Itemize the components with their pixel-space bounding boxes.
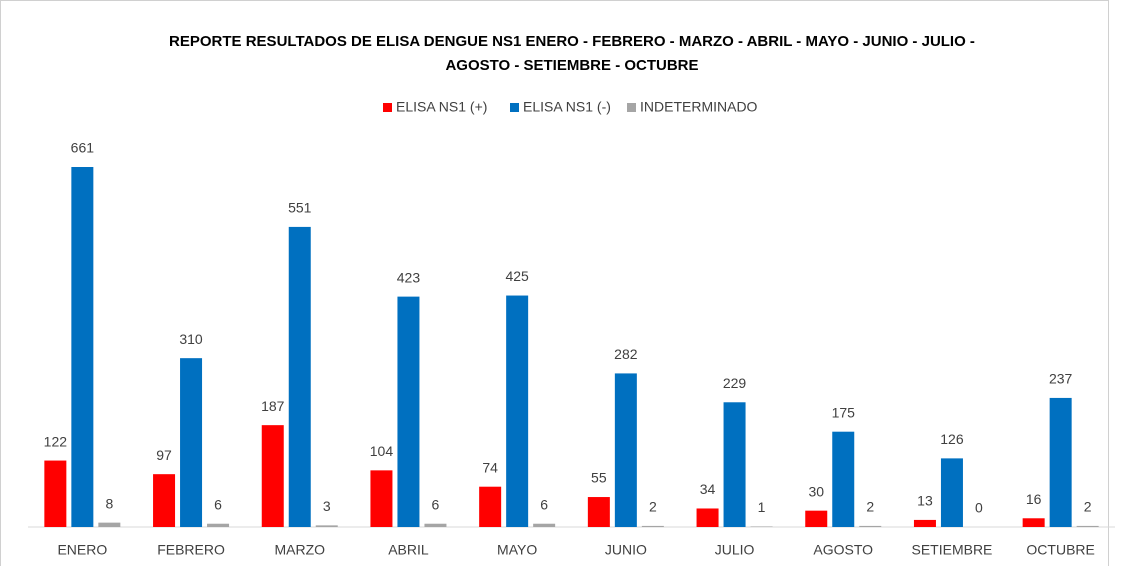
value-label: 104	[370, 443, 394, 459]
bar	[696, 508, 719, 527]
chart-title: AGOSTO - SETIEMBRE - OCTUBRE	[445, 57, 698, 74]
bar	[859, 525, 882, 527]
bar	[288, 226, 311, 527]
x-tick-label: JULIO	[715, 542, 755, 558]
bar	[71, 167, 94, 527]
bar	[723, 402, 746, 527]
value-label: 237	[1049, 371, 1073, 387]
value-label: 187	[261, 398, 285, 414]
bar	[587, 497, 610, 527]
legend-label: INDETERMINADO	[640, 99, 758, 115]
bar	[44, 460, 67, 527]
value-label: 661	[71, 140, 95, 156]
bar	[479, 486, 502, 527]
x-tick-label: FEBRERO	[157, 542, 225, 558]
value-label: 282	[614, 346, 638, 362]
value-label: 55	[591, 470, 607, 486]
bar	[641, 525, 664, 527]
bar	[913, 519, 936, 527]
value-label: 8	[105, 495, 113, 511]
value-label: 126	[940, 431, 964, 447]
value-label: 229	[723, 375, 747, 391]
bar	[424, 523, 447, 527]
value-label: 30	[808, 483, 824, 499]
bar	[750, 526, 773, 527]
x-tick-label: AGOSTO	[813, 542, 873, 558]
bar	[533, 523, 556, 527]
x-tick-label: JUNIO	[605, 542, 647, 558]
bar	[1049, 397, 1072, 527]
value-label: 74	[482, 459, 498, 475]
value-label: 16	[1026, 491, 1042, 507]
x-tick-label: SETIEMBRE	[911, 542, 992, 558]
legend-swatch	[627, 103, 636, 112]
value-label: 13	[917, 493, 933, 509]
legend-label: ELISA NS1 (+)	[396, 99, 487, 115]
legend-label: ELISA NS1 (-)	[523, 99, 611, 115]
bar	[261, 425, 284, 527]
chart-title: REPORTE RESULTADOS DE ELISA DENGUE NS1 E…	[169, 33, 975, 50]
value-label: 310	[179, 331, 203, 347]
bar	[370, 470, 393, 527]
x-tick-label: MARZO	[274, 542, 325, 558]
legend-swatch	[510, 103, 519, 112]
value-label: 423	[397, 269, 421, 285]
x-tick-label: ENERO	[57, 542, 107, 558]
value-label: 34	[700, 481, 716, 497]
x-tick-label: ABRIL	[388, 542, 429, 558]
bar	[98, 522, 121, 527]
bar	[180, 358, 203, 527]
value-label: 175	[832, 404, 856, 420]
bar	[1022, 518, 1045, 527]
bar	[207, 523, 230, 527]
bar	[315, 525, 338, 527]
value-label: 425	[505, 268, 529, 284]
bar	[940, 458, 963, 527]
bar	[506, 295, 529, 527]
bar	[614, 373, 637, 527]
value-label: 122	[44, 433, 68, 449]
value-label: 2	[1084, 499, 1092, 515]
value-label: 551	[288, 200, 312, 216]
value-label: 0	[975, 500, 983, 516]
bar	[832, 431, 855, 527]
value-label: 1	[758, 499, 766, 515]
bar	[397, 296, 420, 527]
value-label: 6	[432, 496, 440, 512]
value-label: 2	[649, 499, 657, 515]
value-label: 6	[214, 496, 222, 512]
value-label: 2	[866, 499, 874, 515]
bar	[153, 474, 176, 527]
bar	[805, 510, 828, 527]
legend-swatch	[383, 103, 392, 112]
x-tick-label: MAYO	[497, 542, 537, 558]
x-tick-label: OCTUBRE	[1026, 542, 1094, 558]
bar	[1076, 525, 1099, 527]
value-label: 97	[156, 447, 172, 463]
value-label: 3	[323, 498, 331, 514]
value-label: 6	[540, 496, 548, 512]
